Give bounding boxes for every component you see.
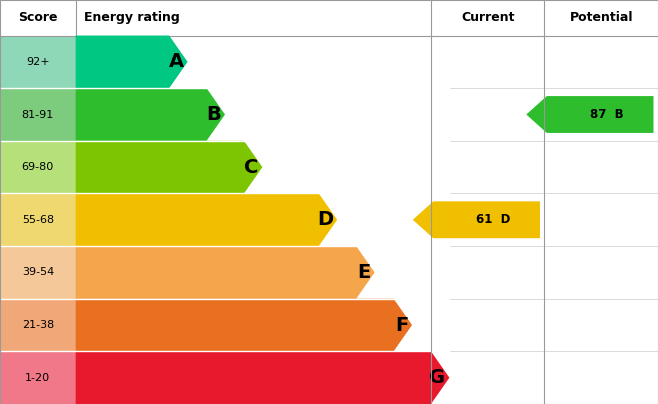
Text: 39-54: 39-54 bbox=[22, 267, 54, 278]
Bar bbox=[0, 299, 76, 351]
Bar bbox=[545, 88, 658, 141]
Bar bbox=[0, 88, 76, 141]
Text: C: C bbox=[244, 158, 259, 177]
Text: 92+: 92+ bbox=[26, 57, 49, 67]
Bar bbox=[0, 0, 658, 36]
Text: F: F bbox=[395, 316, 408, 335]
Bar bbox=[545, 194, 658, 246]
Polygon shape bbox=[76, 351, 449, 404]
Text: 81-91: 81-91 bbox=[22, 109, 54, 120]
Bar bbox=[431, 194, 545, 246]
Text: Current: Current bbox=[461, 11, 515, 24]
Polygon shape bbox=[76, 88, 225, 141]
Text: Potential: Potential bbox=[569, 11, 633, 24]
Text: 61  D: 61 D bbox=[476, 213, 511, 226]
Polygon shape bbox=[76, 246, 374, 299]
Text: G: G bbox=[429, 368, 445, 387]
Bar bbox=[545, 141, 658, 194]
Polygon shape bbox=[526, 96, 653, 133]
Polygon shape bbox=[76, 141, 263, 194]
Text: 1-20: 1-20 bbox=[25, 372, 51, 383]
Text: A: A bbox=[168, 53, 184, 72]
Bar bbox=[0, 246, 76, 299]
Text: 21-38: 21-38 bbox=[22, 320, 54, 330]
Polygon shape bbox=[413, 201, 540, 238]
Text: Energy rating: Energy rating bbox=[84, 11, 180, 24]
Bar bbox=[431, 299, 545, 351]
Bar bbox=[431, 88, 545, 141]
Text: 69-80: 69-80 bbox=[22, 162, 54, 172]
Bar bbox=[431, 351, 545, 404]
Bar bbox=[545, 246, 658, 299]
Bar bbox=[431, 246, 545, 299]
Bar bbox=[431, 141, 545, 194]
Polygon shape bbox=[76, 36, 188, 88]
Text: 87  B: 87 B bbox=[590, 108, 624, 121]
Text: 55-68: 55-68 bbox=[22, 215, 54, 225]
Polygon shape bbox=[76, 299, 412, 351]
Bar bbox=[431, 36, 545, 88]
Bar bbox=[0, 194, 76, 246]
Bar bbox=[0, 141, 76, 194]
Text: Score: Score bbox=[18, 11, 58, 24]
Text: B: B bbox=[207, 105, 221, 124]
Text: E: E bbox=[357, 263, 370, 282]
Bar bbox=[0, 351, 76, 404]
Bar bbox=[545, 351, 658, 404]
Polygon shape bbox=[76, 194, 337, 246]
Text: D: D bbox=[317, 210, 333, 229]
Bar bbox=[545, 36, 658, 88]
Bar bbox=[0, 36, 76, 88]
Bar bbox=[545, 299, 658, 351]
